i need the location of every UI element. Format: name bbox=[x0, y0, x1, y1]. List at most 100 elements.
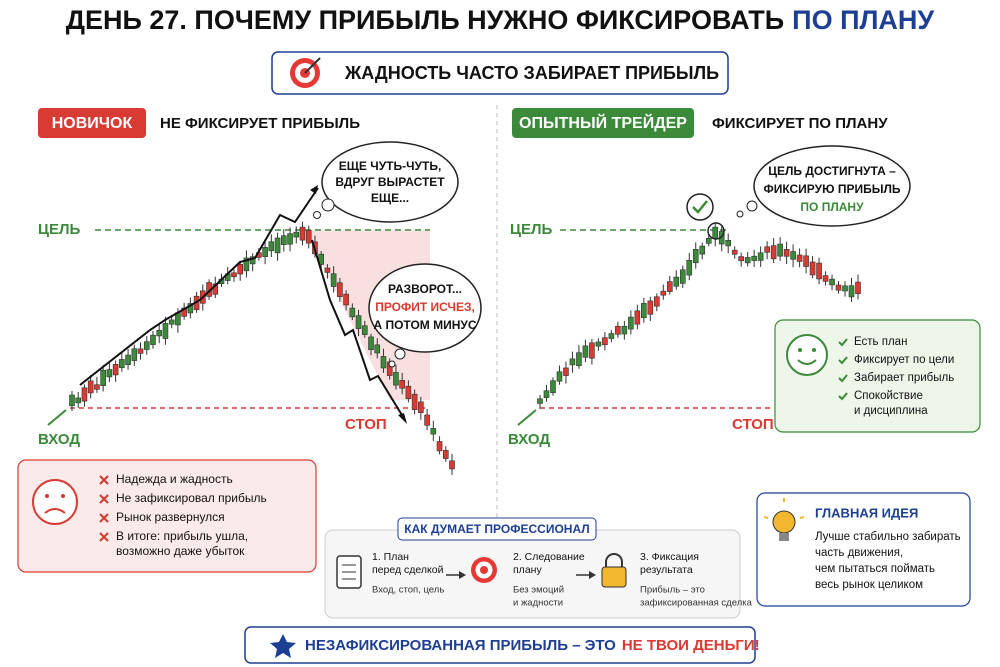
candle-body bbox=[281, 235, 287, 245]
candle-body bbox=[231, 272, 237, 278]
step-title: перед сделкой bbox=[372, 564, 444, 576]
check-icon bbox=[838, 356, 848, 365]
bubble-line: ЦЕЛЬ ДОСТИГНУТА – bbox=[768, 164, 896, 178]
candle-body bbox=[738, 256, 744, 262]
bubble-line: РАЗВОРОТ... bbox=[388, 282, 462, 296]
stop-label: СТОП bbox=[345, 416, 387, 433]
bubble-line: ЕЩЕ ЧУТЬ-ЧУТЬ, bbox=[339, 159, 442, 173]
candle-body bbox=[287, 233, 293, 245]
candle-body bbox=[731, 249, 738, 255]
candle-body bbox=[842, 285, 848, 292]
bubble-dot bbox=[394, 348, 406, 360]
candle-body bbox=[268, 241, 275, 252]
candle-body bbox=[543, 390, 550, 398]
candle-body bbox=[69, 394, 75, 407]
candle-body bbox=[237, 264, 243, 275]
step-arrow bbox=[459, 571, 466, 579]
lock-icon bbox=[601, 553, 627, 588]
list-item: Забирает прибыль bbox=[854, 372, 954, 384]
cross-icon bbox=[99, 513, 109, 523]
list-item: возможно даже убыток bbox=[116, 544, 245, 558]
candle-body bbox=[94, 384, 100, 390]
idea-line: часть движения, bbox=[815, 547, 903, 559]
badge-pro bbox=[512, 108, 694, 138]
candle-body bbox=[829, 278, 835, 286]
star-icon bbox=[270, 634, 296, 658]
candle-body bbox=[848, 285, 855, 298]
candle-body bbox=[751, 255, 757, 261]
candle-body bbox=[355, 315, 362, 329]
novice-list: Надежда и жадность Не зафиксировал прибыл… bbox=[99, 472, 267, 558]
list-item: Есть план bbox=[854, 336, 907, 348]
candle-body bbox=[816, 262, 822, 280]
thought-bubble bbox=[321, 141, 459, 223]
list-item: Надежда и жадность bbox=[116, 472, 233, 486]
candle-body bbox=[150, 334, 156, 345]
bubble-dot bbox=[736, 210, 744, 218]
candle-body bbox=[757, 252, 764, 261]
candle-body bbox=[81, 387, 88, 402]
check-icon bbox=[838, 338, 848, 347]
idea-line: весь рынок целиком bbox=[815, 579, 923, 591]
candles-right bbox=[537, 222, 861, 409]
candle-body bbox=[621, 325, 628, 335]
candle-body bbox=[822, 275, 829, 282]
target-icon bbox=[471, 557, 497, 583]
candle-body bbox=[374, 344, 381, 354]
candle-body bbox=[666, 281, 673, 292]
candle-body bbox=[143, 341, 150, 350]
candle-body bbox=[673, 276, 680, 287]
candle-body bbox=[855, 281, 861, 294]
candle-body bbox=[112, 364, 119, 376]
bubble-dot bbox=[388, 360, 396, 368]
list-item: Не зафиксировал прибыль bbox=[116, 491, 267, 505]
candle-body bbox=[274, 237, 281, 254]
candle-body bbox=[777, 243, 783, 257]
step-title: результата bbox=[640, 564, 693, 576]
title-main: ДЕНЬ 27. ПОЧЕМУ ПРИБЫЛЬ НУЖНО ФИКСИРОВАТ… bbox=[66, 5, 784, 35]
title: ДЕНЬ 27. ПОЧЕМУ ПРИБЫЛЬ НУЖНО ФИКСИРОВАТ… bbox=[66, 5, 936, 35]
check-icon bbox=[838, 374, 848, 383]
bubble-line: ПРОФИТ ИСЧЕЗ, bbox=[375, 300, 475, 314]
check-icon bbox=[686, 193, 714, 221]
candle-body bbox=[87, 380, 94, 394]
target-label: ЦЕЛЬ bbox=[38, 221, 80, 238]
candle-body bbox=[809, 261, 816, 276]
candle-body bbox=[783, 249, 790, 257]
candle-body bbox=[442, 450, 449, 459]
subtitle-box bbox=[271, 51, 729, 95]
badge-novice bbox=[38, 108, 146, 138]
candle-body bbox=[537, 398, 543, 404]
candle-body bbox=[436, 441, 443, 452]
candle-body bbox=[100, 369, 106, 386]
idea-line: Лучше стабильно забирать bbox=[815, 531, 961, 543]
candle-body bbox=[405, 385, 412, 400]
process-title-box bbox=[397, 517, 597, 541]
candle-body bbox=[641, 303, 647, 319]
candle-body bbox=[602, 337, 608, 346]
subtitle: ЖАДНОСТЬ ЧАСТО ЗАБИРАЕТ ПРИБЫЛЬ bbox=[344, 63, 719, 83]
idea-title: ГЛАВНАЯ ИДЕЯ bbox=[815, 505, 918, 520]
candle-body bbox=[299, 226, 306, 241]
check-icon bbox=[838, 392, 848, 401]
candle-body bbox=[595, 341, 602, 347]
step-text: Прибыль – это bbox=[640, 585, 705, 596]
bubble-dot bbox=[321, 198, 335, 212]
candle-body bbox=[106, 369, 113, 378]
greed-line bbox=[79, 187, 319, 386]
list-item: и дисциплина bbox=[854, 405, 928, 417]
candle-body bbox=[137, 348, 144, 354]
pro-list: Есть план Фиксирует по цели Забирает прибы… bbox=[838, 336, 954, 417]
list-item: Фиксирует по цели bbox=[854, 354, 954, 366]
candle-body bbox=[692, 248, 699, 264]
footer-main: НЕЗАФИКСИРОВАННАЯ ПРИБЫЛЬ – ЭТО bbox=[305, 637, 616, 654]
candle-body bbox=[411, 393, 418, 411]
bubble-line: ФИКСИРУЮ ПРИБЫЛЬ bbox=[763, 182, 900, 196]
step-title: плану bbox=[513, 564, 542, 576]
candle-body bbox=[368, 336, 374, 350]
candle-body bbox=[647, 300, 654, 315]
arrow-head bbox=[398, 413, 407, 424]
process-title: КАК ДУМАЕТ ПРОФЕССИОНАЛ bbox=[404, 522, 589, 536]
